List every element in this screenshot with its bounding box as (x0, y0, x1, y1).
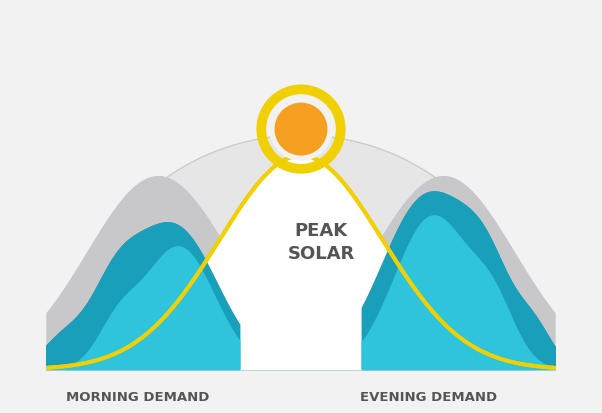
Text: MORNING DEMAND: MORNING DEMAND (66, 391, 209, 404)
Text: EVENING DEMAND: EVENING DEMAND (360, 391, 497, 404)
Circle shape (270, 97, 332, 161)
Polygon shape (67, 135, 535, 370)
Polygon shape (46, 176, 556, 370)
Polygon shape (362, 216, 556, 370)
Circle shape (270, 97, 332, 161)
Polygon shape (362, 192, 556, 370)
Polygon shape (46, 156, 556, 370)
Polygon shape (46, 192, 556, 370)
Text: PEAK
SOLAR: PEAK SOLAR (288, 222, 355, 263)
Polygon shape (46, 223, 240, 370)
Circle shape (275, 102, 327, 156)
Polygon shape (46, 176, 556, 370)
Polygon shape (46, 216, 556, 370)
Polygon shape (46, 247, 240, 370)
